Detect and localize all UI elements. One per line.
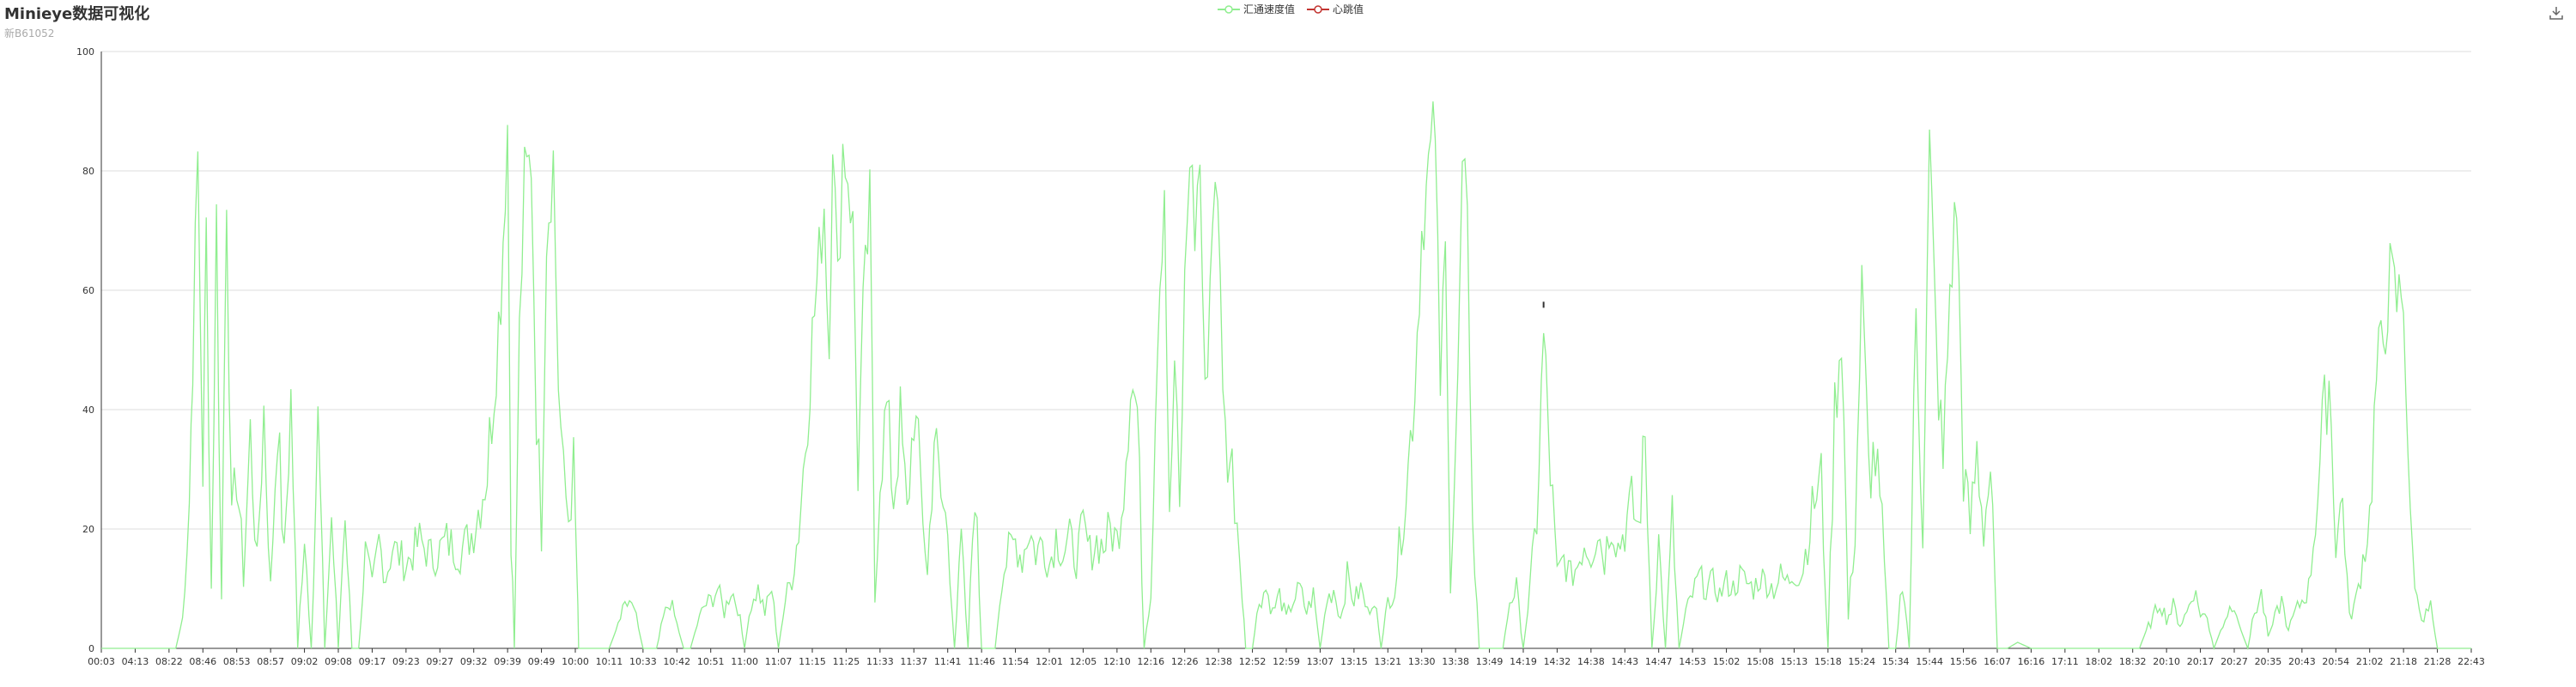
x-tick-label: 16:07 [1984, 656, 2011, 667]
heartbeat-point [1542, 301, 1545, 308]
x-tick-label: 21:02 [2356, 656, 2384, 667]
x-tick-label: 10:11 [596, 656, 623, 667]
x-tick-label: 15:02 [1713, 656, 1741, 667]
x-tick-label: 22:43 [2458, 656, 2485, 667]
x-tick-label: 11:41 [934, 656, 962, 667]
x-tick-label: 13:49 [1476, 656, 1504, 667]
x-tick-label: 15:13 [1781, 656, 1808, 667]
x-tick-label: 20:35 [2255, 656, 2282, 667]
x-tick-label: 15:34 [1882, 656, 1910, 667]
x-tick-label: 13:07 [1307, 656, 1334, 667]
x-tick-label: 09:32 [460, 656, 488, 667]
x-tick-label: 15:56 [1950, 656, 1978, 667]
x-tick-label: 21:28 [2424, 656, 2451, 667]
y-tick-label: 20 [82, 524, 94, 535]
y-tick-label: 40 [82, 404, 94, 416]
x-tick-label: 11:25 [833, 656, 860, 667]
x-tick-label: 15:24 [1848, 656, 1875, 667]
download-icon[interactable] [2549, 5, 2564, 21]
x-tick-label: 18:02 [2085, 656, 2112, 667]
x-tick-label: 12:26 [1171, 656, 1199, 667]
x-tick-label: 14:47 [1645, 656, 1673, 667]
x-tick-label: 11:46 [968, 656, 995, 667]
x-tick-label: 13:38 [1442, 656, 1469, 667]
x-tick-label: 15:18 [1814, 656, 1842, 667]
x-tick-label: 14:53 [1679, 656, 1706, 667]
x-tick-label: 10:51 [697, 656, 725, 667]
x-tick-label: 11:07 [765, 656, 793, 667]
series-line-speed [101, 101, 2471, 651]
x-tick-label: 13:21 [1374, 656, 1401, 667]
x-tick-label: 13:15 [1340, 656, 1368, 667]
x-tick-label: 12:52 [1239, 656, 1267, 667]
x-tick-label: 20:10 [2153, 656, 2180, 667]
legend-heartbeat-symbol [1307, 4, 1330, 14]
legend-label-heartbeat: 心跳值 [1333, 3, 1364, 15]
x-tick-label: 11:54 [1002, 656, 1030, 667]
x-tick-label: 12:16 [1137, 656, 1164, 667]
x-tick-label: 10:42 [663, 656, 690, 667]
x-tick-label: 14:19 [1510, 656, 1537, 667]
chart-title: Minieye数据可视化 [4, 5, 150, 23]
x-tick-label: 14:38 [1577, 656, 1605, 667]
x-tick-label: 08:57 [257, 656, 284, 667]
legend-item-heartbeat[interactable]: 心跳值 [1307, 2, 1364, 16]
x-tick-label: 09:02 [291, 656, 319, 667]
x-tick-label: 18:32 [2119, 656, 2147, 667]
x-tick-label: 09:27 [426, 656, 453, 667]
x-tick-label: 00:03 [88, 656, 115, 667]
x-tick-label: 15:44 [1916, 656, 1943, 667]
y-tick-label: 80 [82, 166, 94, 177]
x-tick-label: 14:43 [1611, 656, 1638, 667]
legend-speed-symbol [1218, 4, 1240, 14]
x-tick-label: 21:18 [2390, 656, 2417, 667]
y-tick-label: 100 [76, 46, 94, 58]
x-tick-label: 08:53 [223, 656, 251, 667]
y-tick-label: 60 [82, 285, 94, 296]
x-tick-label: 12:01 [1036, 656, 1063, 667]
x-tick-label: 12:10 [1103, 656, 1131, 667]
x-tick-label: 12:59 [1273, 656, 1300, 667]
x-tick-label: 11:33 [866, 656, 894, 667]
x-tick-label: 09:17 [359, 656, 386, 667]
x-tick-label: 13:30 [1408, 656, 1436, 667]
x-tick-label: 09:49 [528, 656, 556, 667]
x-tick-label: 11:15 [799, 656, 826, 667]
x-tick-label: 16:16 [2018, 656, 2045, 667]
x-tick-label: 10:33 [629, 656, 657, 667]
chart-subtitle: 新B61052 [4, 27, 55, 40]
x-tick-label: 20:27 [2221, 656, 2248, 667]
x-tick-label: 09:39 [494, 656, 521, 667]
x-tick-label: 11:00 [731, 656, 758, 667]
x-tick-label: 17:11 [2051, 656, 2079, 667]
legend-label-speed: 汇通速度值 [1243, 3, 1296, 15]
x-tick-label: 20:17 [2187, 656, 2215, 667]
x-tick-label: 09:08 [325, 656, 352, 667]
y-tick-label: 0 [88, 643, 94, 654]
legend: 汇通速度值 心跳值 [1218, 2, 1364, 16]
x-tick-label: 08:46 [189, 656, 216, 667]
legend-item-speed[interactable]: 汇通速度值 [1218, 2, 1295, 16]
x-tick-label: 04:13 [122, 656, 149, 667]
x-tick-label: 08:22 [155, 656, 183, 667]
x-tick-label: 20:54 [2322, 656, 2349, 667]
x-tick-label: 11:37 [900, 656, 927, 667]
x-tick-label: 10:00 [562, 656, 589, 667]
x-tick-label: 12:38 [1205, 656, 1232, 667]
x-tick-label: 14:32 [1544, 656, 1571, 667]
x-tick-label: 09:23 [392, 656, 420, 667]
x-tick-label: 12:05 [1070, 656, 1097, 667]
x-tick-label: 15:08 [1747, 656, 1774, 667]
x-tick-label: 20:43 [2288, 656, 2316, 667]
